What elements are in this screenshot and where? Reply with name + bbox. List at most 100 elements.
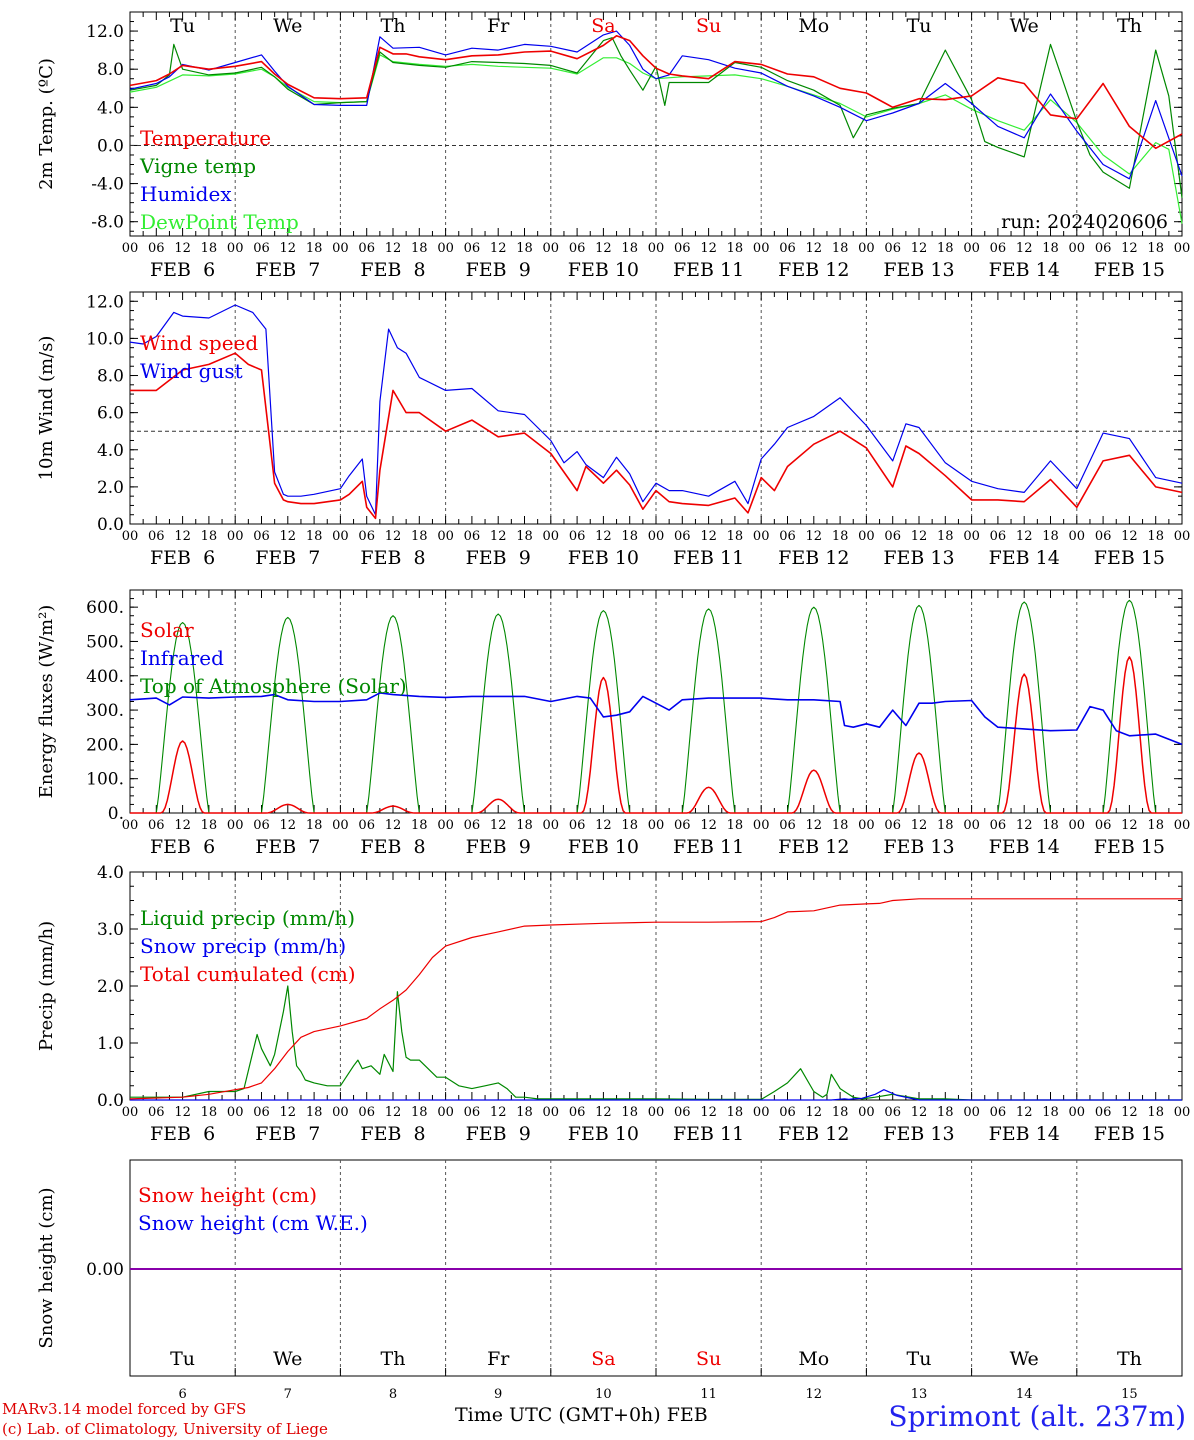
date-label: FEB 11 [673, 547, 744, 569]
date-label: FEB 15 [1094, 547, 1165, 569]
hour-label: 06 [884, 241, 901, 256]
hour-label: 12 [911, 529, 928, 544]
date-label: FEB 12 [778, 836, 849, 858]
hour-label: 18 [937, 1105, 954, 1120]
weekday-label: Fr [487, 1348, 510, 1370]
date-label: FEB 9 [466, 1123, 531, 1145]
hour-label: 18 [516, 241, 533, 256]
hour-label: 00 [1174, 241, 1191, 256]
legend-entry: Infrared [140, 646, 224, 670]
hour-label: 12 [174, 529, 191, 544]
hour-label: 06 [884, 529, 901, 544]
date-label: FEB 10 [568, 1123, 639, 1145]
hour-label: 00 [648, 529, 665, 544]
hour-label: 06 [253, 241, 270, 256]
date-label: FEB 8 [360, 836, 425, 858]
hour-label: 00 [437, 818, 454, 833]
hour-label: 12 [1016, 241, 1033, 256]
date-label: FEB 6 [150, 547, 215, 569]
hour-label: 18 [727, 529, 744, 544]
hour-label: 12 [174, 241, 191, 256]
weekday-label: Fr [487, 15, 510, 37]
date-label: FEB 14 [989, 259, 1060, 281]
y-axis-label: Precip (mm/h) [36, 921, 57, 1051]
hour-label: 06 [569, 818, 586, 833]
hour-label: 00 [227, 241, 244, 256]
hour-label: 18 [1147, 1105, 1164, 1120]
y-tick-label: -8.0 [91, 213, 124, 233]
hour-label: 12 [174, 1105, 191, 1120]
hour-label: 18 [1147, 529, 1164, 544]
hour-label: 06 [1095, 529, 1112, 544]
hour-label: 06 [464, 818, 481, 833]
date-label: FEB 12 [778, 259, 849, 281]
y-tick-label: 500. [86, 632, 124, 652]
y-tick-label: 0.0 [97, 515, 124, 535]
hour-label: 12 [1121, 529, 1138, 544]
hour-label: 12 [280, 241, 297, 256]
date-label: FEB 10 [568, 836, 639, 858]
hour-label: 18 [201, 1105, 218, 1120]
weekday-label: Th [1117, 1348, 1142, 1370]
hour-label: 12 [490, 1105, 507, 1120]
hour-label: 18 [832, 818, 849, 833]
weekday-label: Mo [798, 1348, 829, 1370]
weekday-label: Th [381, 15, 406, 37]
series-wind-gust [129, 304, 1183, 516]
y-tick-label: 1.0 [97, 1034, 124, 1054]
hour-label: 06 [990, 241, 1007, 256]
time-axis-label: Time UTC (GMT+0h) FEB [455, 1404, 708, 1426]
day-number-label: 13 [911, 1387, 928, 1400]
hour-label: 06 [674, 1105, 691, 1120]
date-label: FEB 15 [1094, 259, 1165, 281]
hour-label: 18 [727, 241, 744, 256]
hour-label: 00 [858, 241, 875, 256]
hour-label: 06 [779, 241, 796, 256]
hour-label: 06 [464, 1105, 481, 1120]
hour-label: 00 [1174, 818, 1191, 833]
hour-label: 18 [832, 529, 849, 544]
hour-label: 00 [437, 1105, 454, 1120]
hour-label: 00 [858, 529, 875, 544]
meteogram-figure: 12.0 8.0 4.0 0.0 -4.0 -8.0 2m Temp. (ºC) Temper… [36, 11, 1191, 1400]
hour-label: 12 [595, 1105, 612, 1120]
hour-label: 06 [569, 241, 586, 256]
hour-label: 18 [727, 818, 744, 833]
y-tick-label: 10.0 [86, 329, 124, 349]
y-tick-label: 300. [86, 701, 124, 721]
date-label: FEB 9 [466, 836, 531, 858]
hour-label: 06 [358, 529, 375, 544]
plot-frame [129, 589, 1183, 814]
hour-label: 18 [621, 241, 638, 256]
legend-entry: Snow precip (mm/h) [140, 934, 346, 958]
legend-entry: Humidex [140, 182, 232, 206]
weekday-label: We [273, 15, 302, 37]
hour-label: 00 [437, 529, 454, 544]
weekday-label: Tu [170, 15, 195, 37]
date-label: FEB 6 [150, 259, 215, 281]
hour-label: 06 [148, 241, 165, 256]
day-number-label: 7 [284, 1387, 292, 1400]
date-label: FEB 12 [778, 1123, 849, 1145]
weekday-label: Su [696, 15, 721, 37]
hour-label: 06 [464, 241, 481, 256]
hour-label: 00 [963, 818, 980, 833]
date-label: FEB 8 [360, 1123, 425, 1145]
station-name: Sprimont (alt. 237m) [888, 1400, 1186, 1433]
legend-entry: Wind gust [140, 359, 243, 383]
hour-label: 06 [779, 1105, 796, 1120]
series-infrared [129, 692, 1183, 746]
hour-label: 00 [332, 529, 349, 544]
hour-label: 00 [648, 818, 665, 833]
hour-label: 18 [411, 241, 428, 256]
weekday-label: Th [1117, 15, 1142, 37]
date-label: FEB 13 [883, 836, 954, 858]
panel-2: 0.0 2.0 4.0 6.0 8.0 10.0 12.0 10m Wind (m/s) Win… [36, 291, 1190, 569]
hour-label: 06 [358, 241, 375, 256]
legend-entry: Wind speed [140, 331, 258, 355]
y-tick-label: 400. [86, 667, 124, 687]
date-label: FEB 11 [673, 259, 744, 281]
hour-label: 00 [858, 1105, 875, 1120]
date-label: FEB 12 [778, 547, 849, 569]
hour-label: 06 [148, 1105, 165, 1120]
